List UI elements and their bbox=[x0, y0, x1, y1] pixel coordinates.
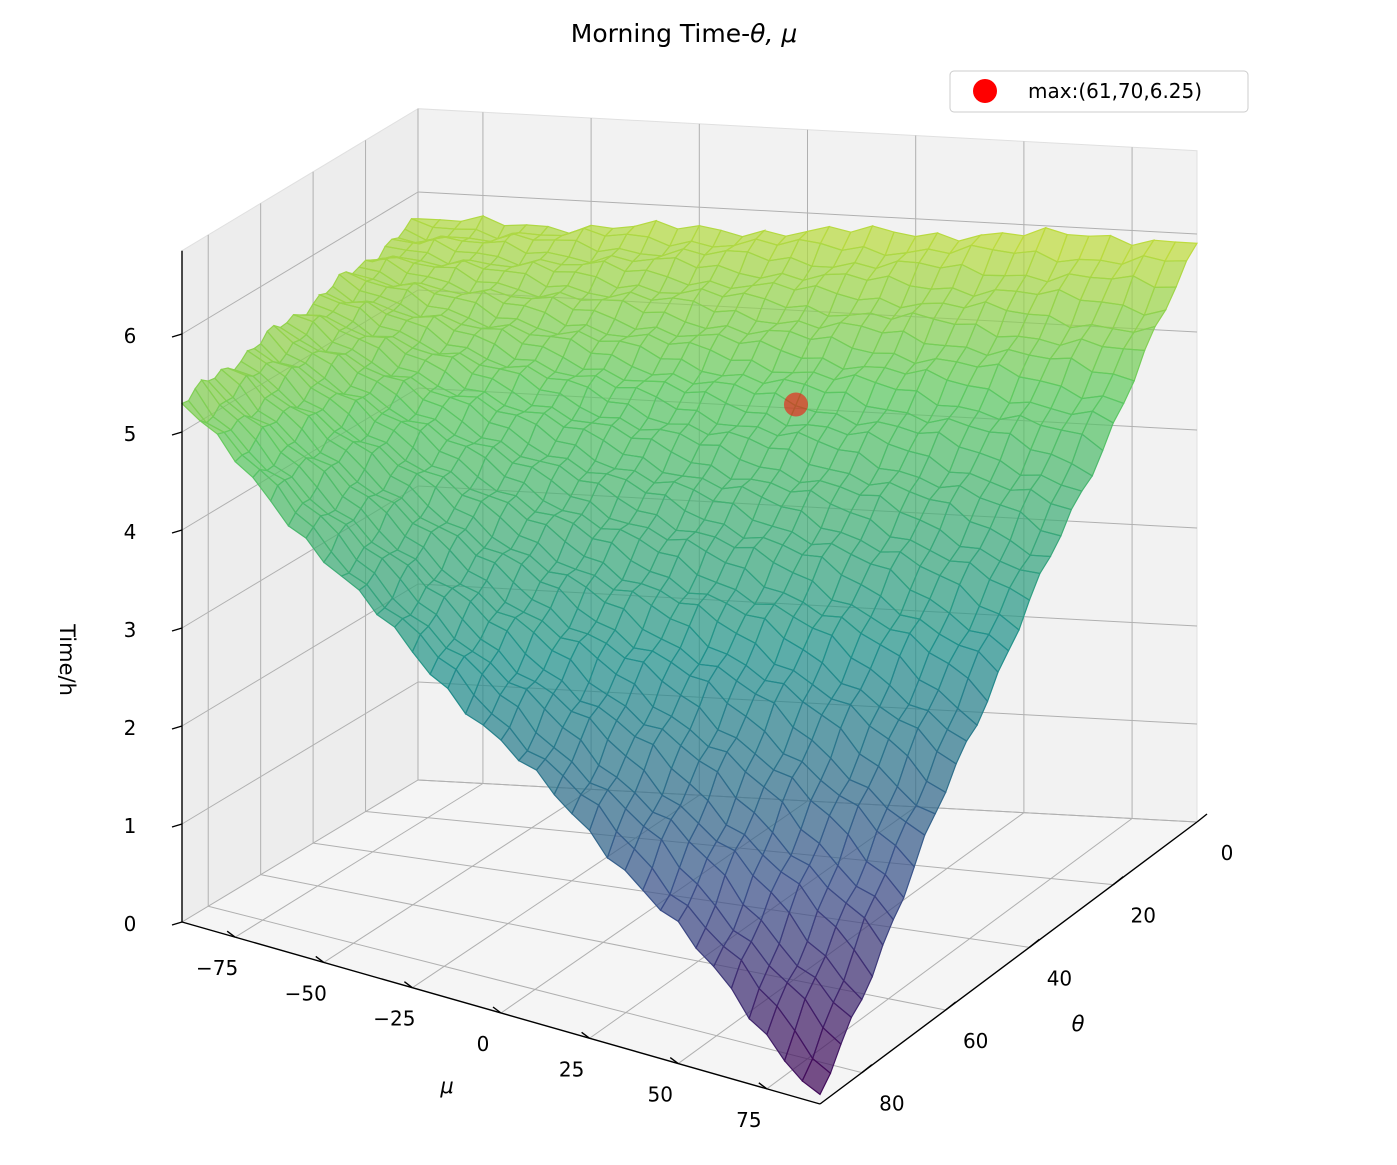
floor-grid-mu bbox=[234, 783, 484, 938]
z-tick bbox=[171, 627, 183, 632]
mu-tick-label: 25 bbox=[559, 1057, 584, 1081]
legend-entry-max: max:(61,70,6.25) bbox=[1028, 79, 1202, 103]
z-tick bbox=[171, 431, 183, 436]
theta-tick bbox=[945, 1001, 957, 1011]
mu-tick bbox=[669, 1056, 679, 1065]
mu-tick bbox=[226, 930, 236, 938]
back-grid-z bbox=[417, 191, 1198, 235]
mu-tick-label: −75 bbox=[196, 956, 238, 980]
z-tick-label: 5 bbox=[124, 422, 137, 446]
mu-tick-label: −50 bbox=[285, 981, 327, 1005]
theta-tick-label: 20 bbox=[1130, 904, 1155, 928]
mu-tick bbox=[403, 981, 413, 989]
mu-tick bbox=[758, 1082, 768, 1090]
z-tick bbox=[171, 823, 183, 828]
legend: max:(61,70,6.25) bbox=[949, 70, 1249, 113]
z-tick-label: 6 bbox=[124, 324, 137, 348]
z-tick-label: 1 bbox=[124, 814, 137, 838]
theta-tick bbox=[1196, 813, 1208, 823]
z-tick bbox=[171, 725, 183, 730]
surface-patch bbox=[801, 1057, 832, 1096]
mu-tick-label: 75 bbox=[736, 1108, 761, 1132]
theta-tick bbox=[1112, 876, 1124, 886]
theta-tick-label: 0 bbox=[1221, 841, 1234, 865]
mu-tick bbox=[581, 1031, 591, 1039]
theta-tick bbox=[1029, 938, 1040, 948]
theta-tick-label: 60 bbox=[963, 1029, 988, 1053]
z-axis-label: Time/h bbox=[55, 623, 79, 696]
legend-marker bbox=[973, 79, 997, 103]
floor-grid-theta bbox=[208, 905, 863, 1074]
theta-tick-label: 40 bbox=[1047, 966, 1072, 990]
z-tick-label: 4 bbox=[124, 520, 137, 544]
mu-tick bbox=[492, 1006, 502, 1014]
z-tick-label: 0 bbox=[124, 912, 137, 936]
tick-labels: −75 −50 −25 0 25 50 75 0 20 40 60 80 0 1 2 3 4 5 6 bbox=[124, 324, 1234, 1132]
chart-title: Morning Time-θ, μ bbox=[571, 19, 797, 48]
mu-tick bbox=[315, 955, 325, 964]
z-tick-label: 2 bbox=[124, 716, 137, 740]
left-grid-z bbox=[181, 191, 419, 335]
surface-mesh bbox=[180, 215, 1199, 1096]
floor-grid-mu bbox=[323, 788, 592, 963]
x-axis-label: μ bbox=[439, 1074, 453, 1098]
z-tick bbox=[171, 529, 183, 534]
mu-tick-label: −25 bbox=[373, 1007, 415, 1031]
theta-tick-label: 80 bbox=[879, 1092, 904, 1116]
y-axis-label: θ bbox=[1072, 1012, 1085, 1036]
max-point-marker bbox=[783, 392, 808, 417]
theta-axis-line bbox=[819, 821, 1198, 1105]
legend-box bbox=[949, 70, 1249, 113]
z-tick-label: 3 bbox=[124, 618, 137, 642]
z-tick bbox=[171, 921, 183, 926]
mu-tick-label: 0 bbox=[477, 1032, 490, 1056]
z-tick bbox=[171, 333, 183, 338]
left-grid-z bbox=[181, 681, 419, 825]
mu-tick-label: 50 bbox=[647, 1083, 672, 1107]
left-grid-z bbox=[181, 779, 419, 923]
theta-tick bbox=[861, 1064, 873, 1074]
